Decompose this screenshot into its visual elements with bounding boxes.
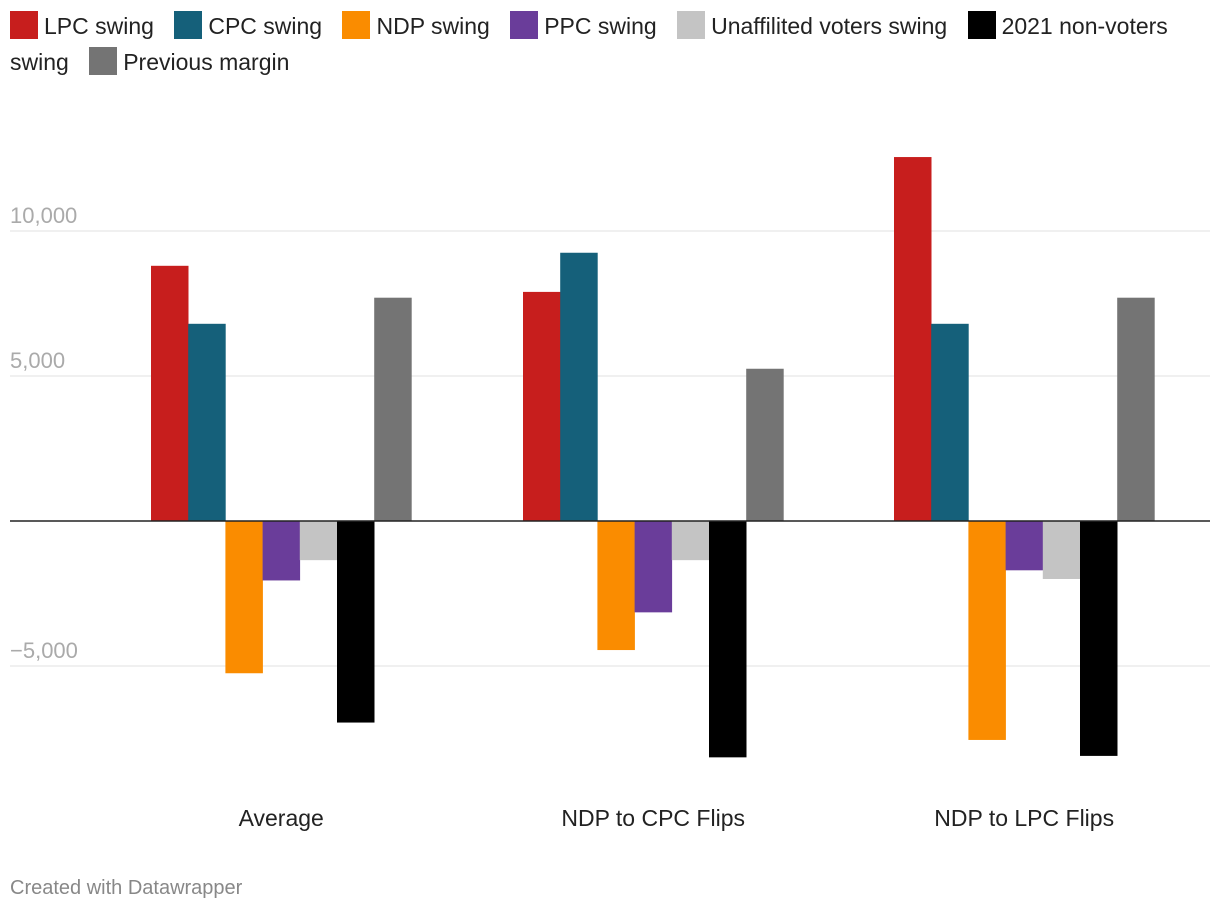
bar (671, 521, 710, 561)
legend-swatch (10, 11, 38, 39)
bar (337, 521, 375, 723)
bar (894, 157, 932, 522)
bar (634, 521, 673, 613)
legend-label: Unaffilited voters swing (711, 13, 948, 39)
legend-swatch (174, 11, 203, 39)
legend-swatch (89, 47, 118, 75)
bar (523, 291, 561, 521)
legend-item: Previous margin (89, 47, 290, 75)
x-category-label: NDP to LPC Flips (934, 805, 1114, 831)
legend-label: NDP swing (376, 13, 490, 39)
legend-item: PPC swing (510, 11, 657, 39)
legend-swatch (342, 11, 371, 39)
chart-legend: LPC swing CPC swing NDP swing PPC swing … (10, 8, 1210, 80)
footer-credit: Created with Datawrapper (10, 877, 243, 899)
legend-swatch (510, 11, 539, 39)
x-category-label: NDP to CPC Flips (561, 805, 745, 831)
legend-label: CPC swing (208, 13, 323, 39)
legend-swatch (677, 11, 706, 39)
bar (225, 521, 263, 674)
legend-label: Previous margin (123, 49, 290, 75)
bar (1042, 521, 1081, 579)
legend-swatch (967, 11, 996, 39)
bar (262, 521, 301, 581)
legend-label: PPC swing (544, 13, 657, 39)
bar (151, 265, 189, 521)
x-category-label: Average (239, 805, 324, 831)
bar (597, 521, 635, 651)
bar (299, 521, 338, 561)
legend-item: Unaffilited voters swing (677, 11, 948, 39)
y-tick-label: 5,000 (10, 348, 65, 373)
bar (968, 521, 1006, 740)
bar (1005, 521, 1044, 571)
bar (709, 521, 747, 758)
bar (746, 368, 784, 521)
legend-label: 2021 non-voters swing (10, 13, 1168, 75)
bar (188, 323, 226, 521)
legend-item: LPC swing (10, 11, 154, 39)
y-tick-label: −5,000 (10, 638, 78, 663)
bar-chart: 10,000 5,000 −5,000 Average NDP to CPC Flips… (10, 157, 1210, 831)
y-tick-label: 10,000 (10, 203, 77, 228)
bar (931, 323, 969, 521)
legend-label: LPC swing (44, 13, 154, 39)
legend-item: NDP swing (342, 11, 490, 39)
bar (1080, 521, 1118, 756)
bar (560, 252, 598, 521)
bar (374, 297, 412, 521)
legend-item: CPC swing (174, 11, 323, 39)
bar (1117, 297, 1155, 521)
legend-item: 2021 non-voters swing (10, 11, 1168, 75)
